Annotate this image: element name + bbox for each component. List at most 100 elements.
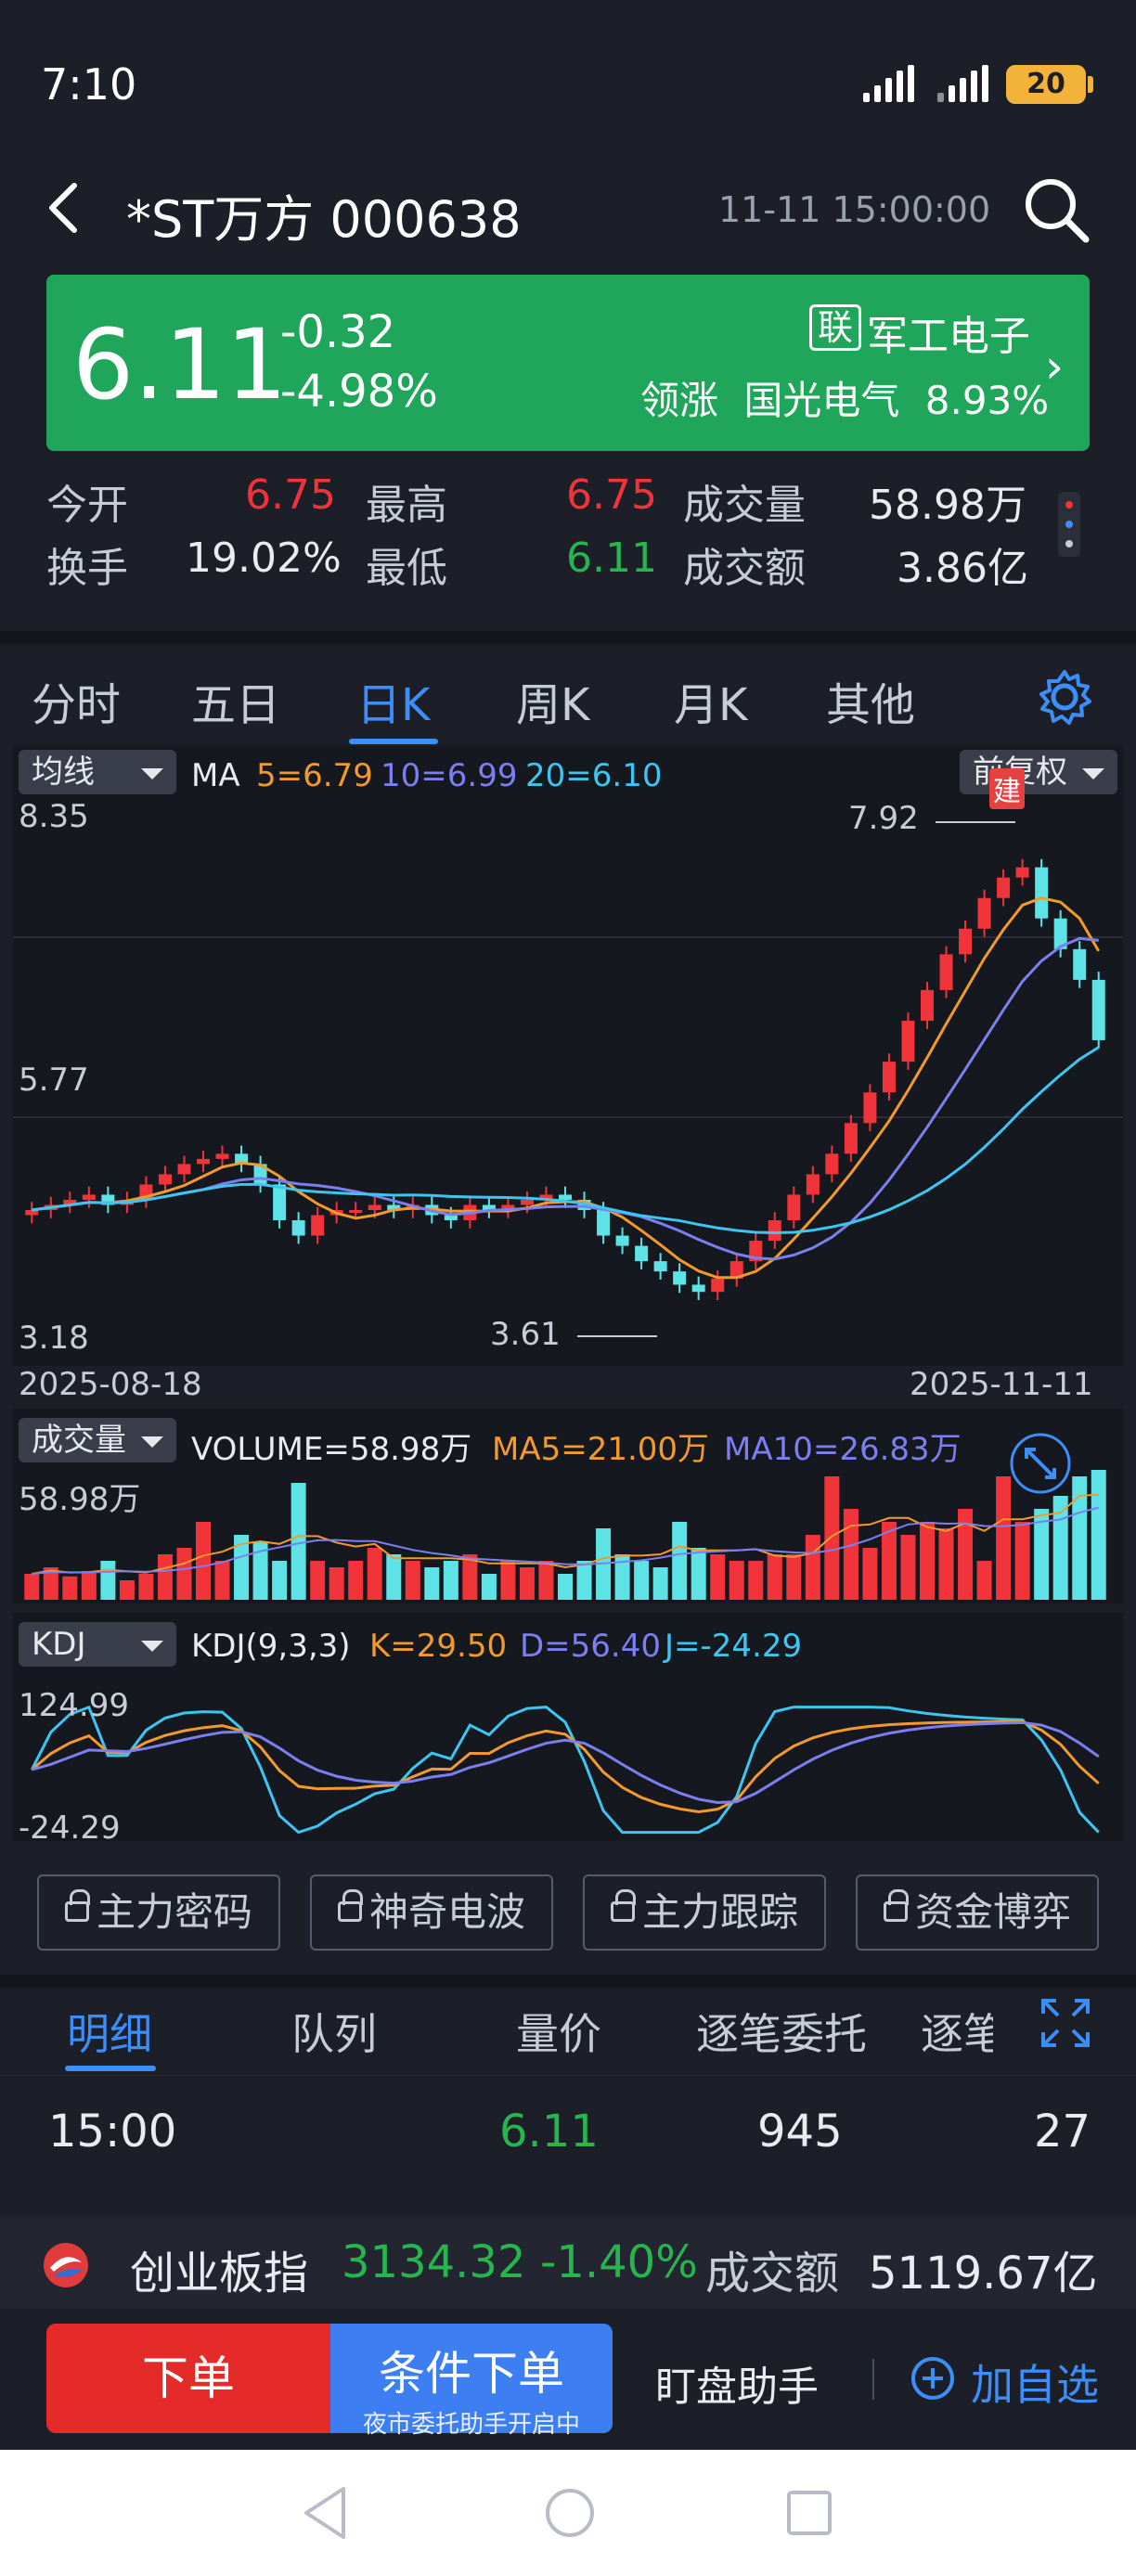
plus-circle-icon[interactable] [910,2355,956,2402]
section-divider-2 [0,1975,1136,1988]
volume-bar [976,1561,992,1600]
volume-dropdown[interactable]: 成交量 [19,1418,176,1462]
volume-bar [652,1567,668,1600]
volume-bar [348,1561,364,1600]
candle-body [653,1261,667,1272]
ma-label: MA [191,757,240,794]
index-ticker[interactable]: 创业板指 3134.32 -1.40% 成交额 5119.67亿 [0,2216,1136,2309]
lock-button-capital[interactable]: 资金博弈 [856,1874,1099,1951]
volume-bar [234,1535,250,1600]
volume-ma5: MA5=21.00万 [492,1431,710,1468]
kdj-dropdown[interactable]: KDJ [19,1622,176,1667]
more-dots-icon[interactable] [1058,492,1080,557]
lock-button-label: 主力跟踪 [641,1889,798,1935]
action-bar: 下单 条件下单 夜市委托助手开启中 盯盘助手 加自选 [0,2309,1136,2448]
candle-body [235,1153,249,1165]
volume-bar [710,1554,726,1600]
y-axis-bottom: 3.18 [19,1320,89,1357]
low-marker-label: 3.61 [490,1316,561,1353]
indicator-dropdown[interactable]: 均线 [19,750,176,794]
volume-bar [290,1483,306,1600]
volume-bar [462,1554,478,1600]
volume-value: 58.98万 [869,482,1026,529]
kline-chart-area[interactable]: 均线 MA 5=6.79 10=6.99 20=6.10 前复权 建 8.35 … [13,746,1123,1850]
kdj-params: KDJ(9,3,3) [191,1628,351,1665]
lock-button-wave[interactable]: 神奇电波 [310,1874,553,1951]
candle-body [635,1245,649,1262]
tab-detail[interactable]: 明细 [67,2009,152,2059]
tab-other[interactable]: 其他 [826,679,916,731]
signal-icon [863,65,914,102]
nav-home-icon[interactable] [540,2483,600,2543]
lock-button-main-code[interactable]: 主力密码 [37,1874,280,1951]
volume-bar [1091,1470,1106,1600]
volume-bar [634,1561,650,1600]
sector-name[interactable]: 军工电子 [867,313,1030,360]
volume-bar [119,1580,135,1600]
adjust-dropdown[interactable]: 前复权 [960,750,1117,794]
kdj-dropdown-label: KDJ [32,1626,86,1663]
change-percent: -4.98% [280,366,438,418]
change-amount: -0.32 [280,306,396,358]
feature-buttons: 主力密码 神奇电波 主力跟踪 资金博弈 [0,1874,1136,1958]
high-value: 6.75 [566,471,657,519]
volume-label: 成交量 [683,482,806,529]
lock-icon [64,1888,90,1922]
index-amount: 5119.67亿 [869,2248,1098,2299]
tab-order-by-order[interactable]: 逐笔委托 [696,2009,867,2059]
volume-bar [900,1535,916,1600]
tab-volume-price[interactable]: 量价 [516,2009,601,2059]
watch-helper-button[interactable]: 盯盘助手 [655,2363,819,2411]
candle-body [863,1092,877,1124]
chevron-right-icon[interactable]: › [1045,340,1064,393]
candle-body [597,1209,611,1236]
lock-button-label: 主力密码 [96,1889,252,1935]
nav-back-icon[interactable] [299,2483,351,2543]
candle-body [82,1194,96,1200]
lock-button-tracking[interactable]: 主力跟踪 [583,1874,826,1951]
price-card[interactable]: 6.11 -0.32 -4.98% 联 军工电子 领涨 国光电气 8.93% › [46,275,1090,451]
candle-body [977,897,991,929]
amount-label: 成交额 [683,545,806,592]
battery-tip [1088,76,1093,93]
volume-bar [767,1554,782,1600]
status-bar: 7:10 20 [0,0,1136,158]
tab-daily-k[interactable]: 日K [356,679,431,731]
volume-bar [1072,1476,1088,1600]
candle-body [901,1021,915,1063]
volume-bar [24,1574,40,1600]
lead-pct: 8.93% [924,378,1050,423]
gear-icon[interactable] [1034,666,1095,728]
y-axis-mid: 5.77 [19,1062,89,1099]
candle-body [673,1271,687,1285]
candle-body [691,1284,705,1293]
conditional-order-button[interactable]: 条件下单 夜市委托助手开启中 [330,2324,613,2439]
add-watchlist-button[interactable]: 加自选 [971,2360,1099,2410]
volume-bar [996,1476,1012,1600]
tab-tick-by-tick[interactable]: 逐笔 [921,2009,993,2059]
order-button[interactable]: 下单 [46,2324,330,2433]
nav-recents-icon[interactable] [783,2483,835,2543]
tab-monthly-k[interactable]: 月K [674,679,748,731]
tab-weekly-k[interactable]: 周K [516,679,590,731]
kline-svg [13,746,1123,1841]
candle-body [539,1194,553,1200]
high-label: 最高 [366,482,447,529]
index-pct: -1.40% [540,2236,698,2288]
tab-queue[interactable]: 队列 [291,2009,377,2059]
expand-chart-icon[interactable] [1008,1431,1073,1496]
low-label: 最低 [366,545,447,592]
volume-y-top: 58.98万 [19,1481,141,1518]
candle-body [349,1209,363,1213]
tab-five-day[interactable]: 五日 [191,679,281,731]
back-arrow-icon[interactable] [37,180,93,236]
sector-badge: 联 [809,304,861,351]
candle-body [844,1123,858,1154]
tab-intraday[interactable]: 分时 [32,679,122,731]
search-icon[interactable] [1019,173,1093,247]
fullscreen-icon[interactable] [1039,1997,1091,2049]
candle-body [787,1194,801,1221]
jian-badge[interactable]: 建 [989,768,1025,809]
system-nav-bar [0,2450,1136,2576]
